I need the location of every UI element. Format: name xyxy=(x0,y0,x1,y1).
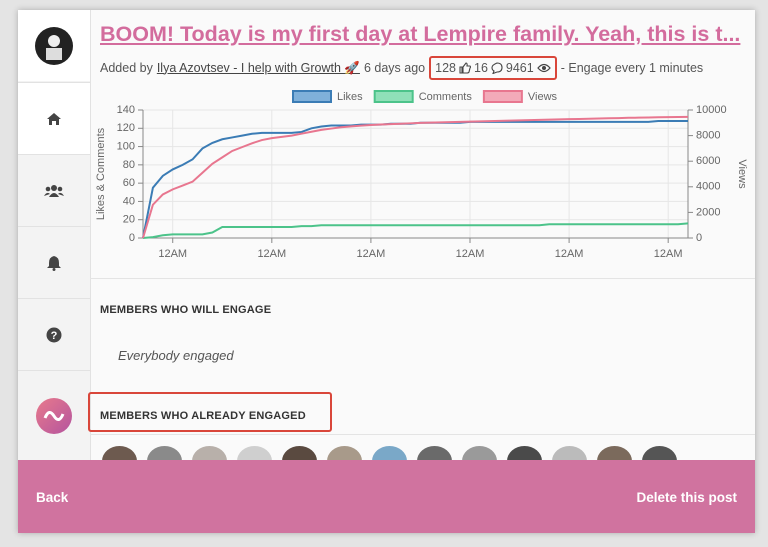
help-button[interactable]: ? xyxy=(18,298,90,370)
x-tick-label: 12AM xyxy=(654,248,683,260)
series-line xyxy=(142,115,689,239)
legend-swatch xyxy=(373,90,414,103)
notifications-button[interactable] xyxy=(18,226,90,298)
stats: 128 16 9461 xyxy=(429,56,557,80)
likes-count: 128 xyxy=(435,61,456,75)
y2-tick-label: 0 xyxy=(696,232,702,244)
footer-bar: Back Delete this post xyxy=(18,460,755,533)
section-body: Everybody engaged xyxy=(118,348,234,363)
post-title[interactable]: BOOM! Today is my first day at Lempire f… xyxy=(100,22,741,46)
y2-tick-label: 8000 xyxy=(696,130,720,142)
added-by: Added by xyxy=(100,61,153,75)
delete-button[interactable]: Delete this post xyxy=(636,490,737,505)
y2-tick-label: 2000 xyxy=(696,206,720,218)
y-tick-label: 20 xyxy=(123,214,135,226)
y-tick-label: 40 xyxy=(123,195,135,207)
section-heading: MEMBERS WHO WILL ENGAGE xyxy=(100,304,272,316)
series-line xyxy=(142,222,689,239)
y2-tick-label: 6000 xyxy=(696,155,720,167)
legend-label: Views xyxy=(528,91,558,103)
home-button[interactable] xyxy=(18,82,90,154)
svg-text:?: ? xyxy=(51,330,58,342)
legend-swatch xyxy=(482,90,523,103)
y-tick-label: 140 xyxy=(117,104,135,116)
sidebar: ? xyxy=(18,10,91,533)
avatar[interactable] xyxy=(18,10,90,81)
y-tick-label: 100 xyxy=(117,140,135,152)
post-age: 6 days ago xyxy=(363,61,426,75)
y2-axis-label: Views xyxy=(736,159,748,189)
divider xyxy=(90,278,755,279)
series-line xyxy=(142,119,688,239)
legend-label: Likes xyxy=(337,91,363,103)
y-tick-label: 120 xyxy=(117,122,135,134)
members-button[interactable] xyxy=(18,154,90,226)
legend-swatch xyxy=(292,90,332,103)
section-heading: MEMBERS WHO ALREADY ENGAGED xyxy=(100,410,306,422)
x-tick-label: 12AM xyxy=(357,248,386,260)
y-axis-label: Likes & Comments xyxy=(95,127,107,220)
comments-count: 16 xyxy=(474,61,488,75)
y-tick-label: 60 xyxy=(123,177,135,189)
y2-tick-label: 4000 xyxy=(696,181,720,193)
logo[interactable] xyxy=(18,370,90,461)
y-tick-label: 80 xyxy=(123,159,135,171)
engage-note: - Engage every 1 minutes xyxy=(560,61,704,75)
back-button[interactable]: Back xyxy=(36,490,69,505)
x-tick-label: 12AM xyxy=(456,248,485,260)
x-tick-label: 12AM xyxy=(158,248,187,260)
x-tick-label: 12AM xyxy=(555,248,584,260)
author-link[interactable]: Ilya Azovtsev - I help with Growth 🚀 xyxy=(156,60,360,75)
x-tick-label: 12AM xyxy=(257,248,286,260)
highlight-box xyxy=(88,392,332,432)
y2-tick-label: 10000 xyxy=(696,104,727,116)
views-count: 9461 xyxy=(505,61,534,75)
legend-label: Comments xyxy=(419,91,473,103)
divider xyxy=(90,434,755,435)
post-meta: Added by Ilya Azovtsev - I help with Gro… xyxy=(100,56,703,80)
y-tick-label: 0 xyxy=(129,232,135,244)
